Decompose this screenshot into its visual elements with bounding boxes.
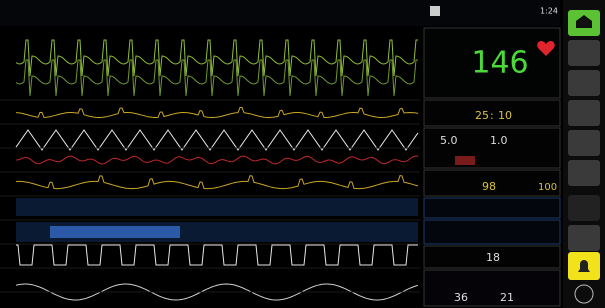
navigate-button[interactable]: [568, 160, 600, 186]
top-bar: [0, 0, 560, 26]
page: 1:24 146 25 : 10 5.0 1.0 98 100 18 36 21: [0, 0, 605, 308]
print-button[interactable]: [568, 130, 600, 156]
param-b: 1.0: [490, 134, 508, 147]
temp-a: 36: [454, 291, 468, 304]
sidebar: [563, 0, 605, 308]
layout-button[interactable]: [568, 70, 600, 96]
pause-button[interactable]: [568, 225, 600, 251]
blue-band: [16, 198, 418, 216]
spo2-value: 98: [482, 180, 496, 193]
temp-b: 21: [500, 291, 514, 304]
blue-box: [424, 198, 560, 218]
alarm-flag: [455, 156, 475, 165]
patient-icon: [430, 6, 440, 16]
ratio-b: 10: [498, 109, 512, 122]
spo2-limit: 100: [538, 182, 557, 193]
trends-button[interactable]: [568, 40, 600, 66]
temp-box: [424, 270, 560, 306]
blue-box-2: [424, 220, 560, 244]
standby-button[interactable]: [568, 100, 600, 126]
parameter-panel: 146 25 : 10 5.0 1.0 98 100 18 36 21: [424, 28, 560, 306]
blue-block: [50, 226, 180, 238]
clock: 1:24: [540, 7, 558, 16]
monitor-screen: 1:24 146 25 : 10 5.0 1.0 98 100 18 36 21: [0, 0, 605, 308]
disabled-button[interactable]: [568, 195, 600, 221]
param-a: 5.0: [440, 134, 458, 147]
ratio-a: 25: [475, 109, 489, 122]
hr-value: 146: [471, 46, 528, 81]
resp-value: 18: [486, 251, 500, 264]
ratio-sep: :: [490, 109, 494, 122]
